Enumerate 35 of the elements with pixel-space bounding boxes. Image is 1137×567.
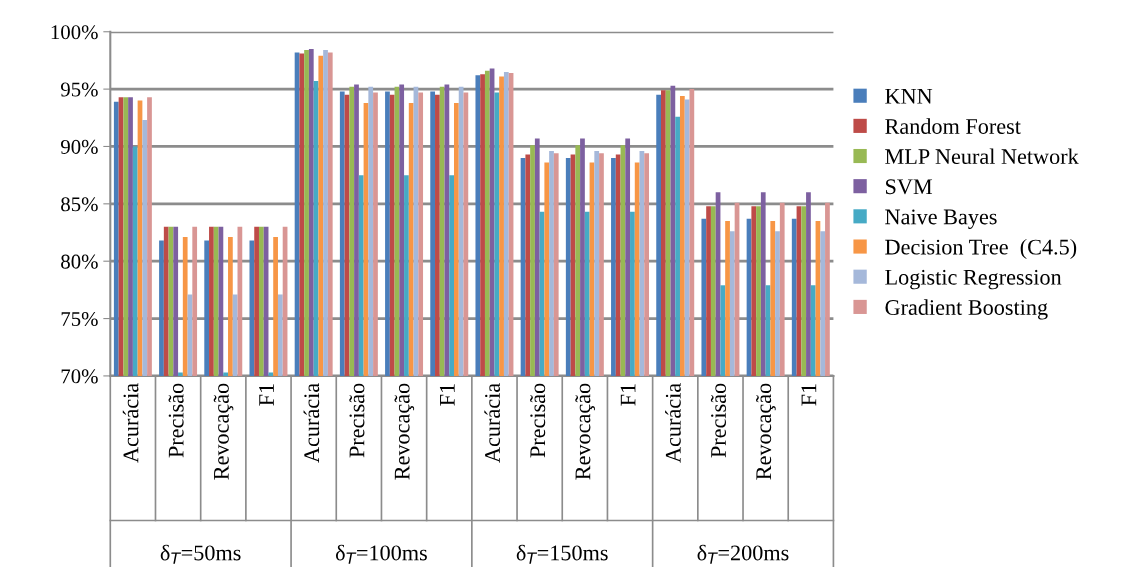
text: δ$_{T}$=200ms (697, 544, 789, 564)
legend-label: Decision Tree (C4.5) (885, 238, 1077, 260)
y-tick-label: 80% (61, 254, 98, 269)
y-tick-label: 75% (61, 311, 98, 327)
x-tick-label: Precisão (530, 383, 546, 458)
legend-label: Gradient Boosting (885, 299, 1048, 320)
x-tick-label: Acurácia (303, 383, 320, 463)
x-tick-label: Revocação (756, 383, 776, 480)
y-tick-label: 100% (51, 25, 98, 40)
x-tick-label: Acurácia (122, 383, 139, 463)
x-tick-label: F1 (259, 384, 274, 406)
x-tick-label: Precisão (349, 383, 365, 458)
y-tick-label: 95% (60, 82, 98, 97)
x-tick-label: Precisão (168, 383, 184, 458)
x-tick-label: Acurácia (484, 383, 501, 463)
legend-label: KNN (885, 89, 933, 104)
x-tick-label: Acurácia (665, 383, 681, 463)
x-tick-label: Revocação (575, 383, 595, 480)
x-tick-label: Revocação (394, 383, 415, 480)
legend-label: Naive Bayes (885, 209, 997, 229)
legend-label: MLP Neural Network (885, 148, 1079, 165)
text: δ$_{T}$=100ms (335, 544, 427, 564)
x-tick-label: F1 (801, 384, 817, 406)
y-tick-label: 85% (61, 197, 98, 212)
y-tick-label: 70% (61, 369, 98, 384)
x-tick-label: F1 (439, 384, 455, 406)
text: δ$_{T}$=50ms (160, 544, 241, 564)
x-tick-label: Precisão (710, 383, 726, 458)
y-tick-label: 90% (60, 139, 98, 154)
legend-label: Random Forest (885, 118, 1021, 134)
text: δ$_{T}$=150ms (516, 544, 608, 564)
legend-label: SVM (886, 179, 933, 195)
legend-label: Logistic Regression (885, 269, 1062, 290)
x-tick-label: F1 (620, 384, 636, 406)
x-tick-label: Revocação (213, 383, 234, 480)
